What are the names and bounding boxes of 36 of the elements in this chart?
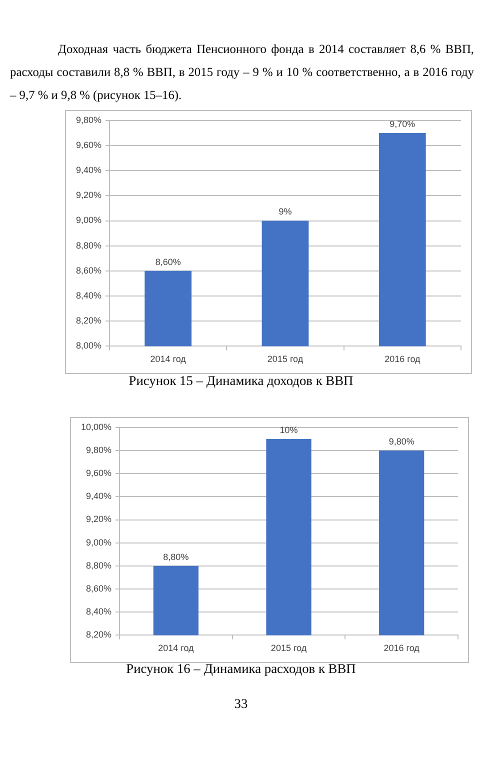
y-tick-label: 9,60% xyxy=(76,140,102,150)
x-tick-label: 2016 год xyxy=(384,643,420,654)
y-tick-label: 8,60% xyxy=(76,265,102,276)
y-tick-label: 8,40% xyxy=(86,606,112,617)
y-tick-label: 8,60% xyxy=(86,584,112,594)
y-tick-label: 9,20% xyxy=(76,190,102,200)
y-tick-label: 9,60% xyxy=(86,468,112,478)
y-tick-label: 10,00% xyxy=(80,422,112,432)
y-tick-label: 9,80% xyxy=(76,114,102,125)
y-tick-label: 9,40% xyxy=(86,491,112,502)
x-tick-label: 2014 год xyxy=(150,354,187,364)
y-tick-label: 9,80% xyxy=(86,444,112,455)
text: Рисунок 15 – Динамика доходов к ВВП xyxy=(128,373,354,389)
y-tick-label: 9,00% xyxy=(86,537,112,548)
y-tick-label: 9,40% xyxy=(76,165,102,176)
y-tick-label: 8,20% xyxy=(86,630,112,640)
y-tick-label: 8,80% xyxy=(76,240,102,250)
data-label: 8,60% xyxy=(155,256,181,267)
y-tick-label: 8,00% xyxy=(76,340,102,351)
x-tick-label: 2014 год xyxy=(158,643,195,654)
data-label: 9,70% xyxy=(390,118,416,129)
x-tick-label: 2015 год xyxy=(267,354,304,364)
y-tick-label: 9,20% xyxy=(86,514,112,524)
y-tick-label: 8,80% xyxy=(86,560,112,570)
text: 33 xyxy=(233,696,249,712)
y-tick-label: 8,40% xyxy=(76,290,102,301)
y-tick-label: 9,00% xyxy=(76,215,102,226)
x-tick-label: 2015 год xyxy=(270,643,308,654)
x-tick-label: 2016 год xyxy=(384,354,421,364)
data-label: 8,80% xyxy=(163,552,189,562)
data-label: 9% xyxy=(278,206,292,217)
y-tick-label: 8,20% xyxy=(76,316,102,326)
text: Доходная часть бюджета Пенсионного фонда в 2014 составляет 8,6 % ВВП, расходы составили 8,8 % ВВП, в 2015 году – 9 % и 10 % соответственно, а в 2016 году – 9,7 % и 9,8 % (рисунок 15–16). xyxy=(10,41,474,104)
text: Рисунок 16 – Динамика расходов к ВВП xyxy=(125,661,357,677)
data-label: 9,80% xyxy=(388,436,414,446)
data-label: 10% xyxy=(280,424,298,435)
